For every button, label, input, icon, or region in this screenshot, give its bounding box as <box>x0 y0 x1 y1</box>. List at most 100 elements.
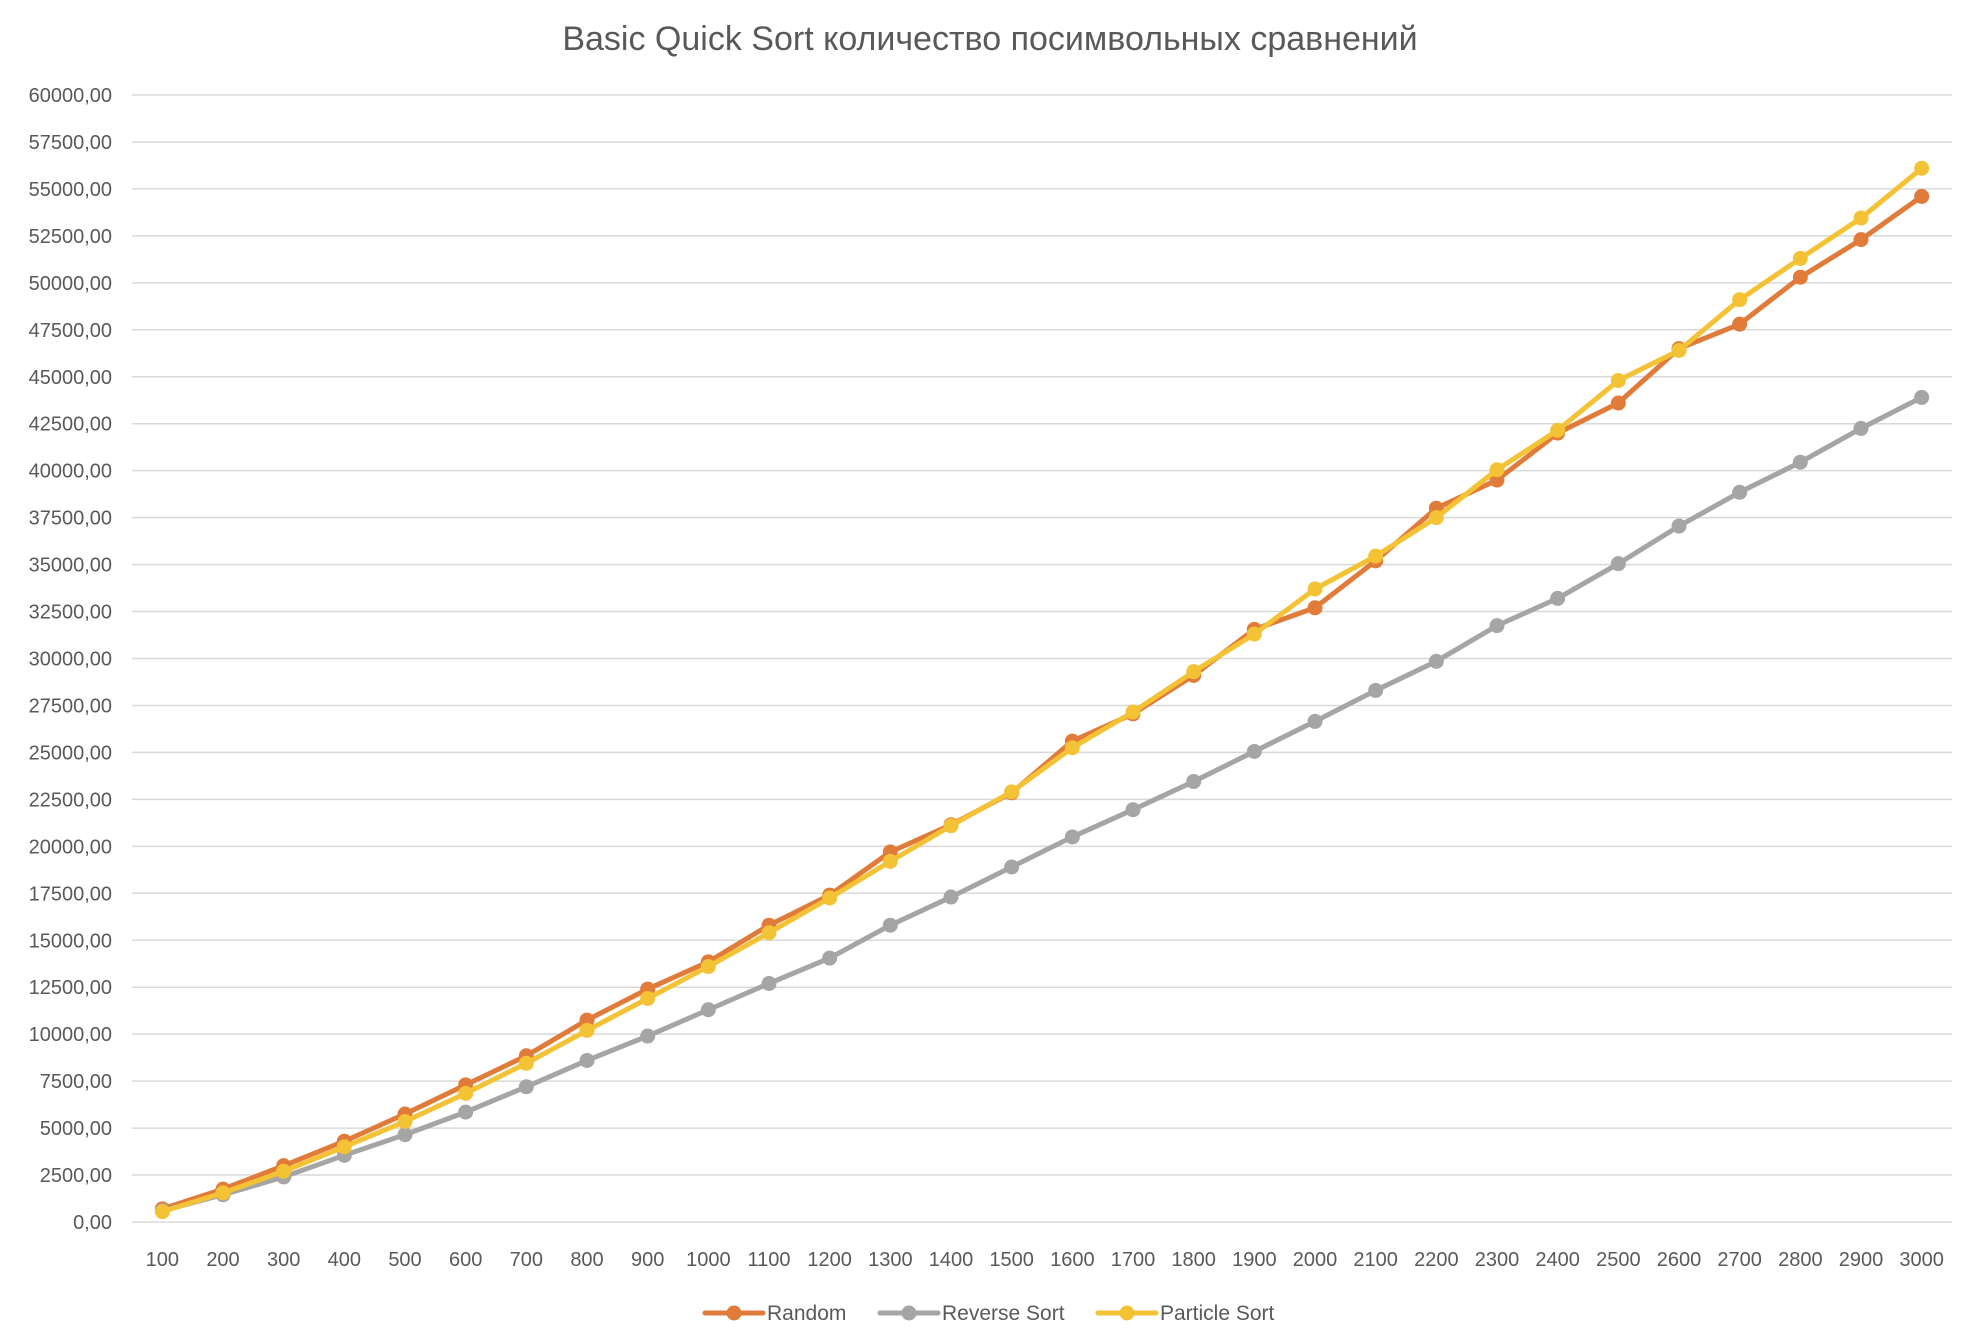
legend-label: Random <box>767 1302 846 1325</box>
x-tick-label: 2000 <box>1293 1249 1338 1271</box>
data-point <box>761 975 777 991</box>
x-tick-label: 2700 <box>1717 1249 1762 1271</box>
grid-layer <box>132 94 1952 1223</box>
x-axis: 100 200 300 400 500 600 700 800 900 1000 1100 1200 1… <box>146 1249 1944 1271</box>
series-line <box>159 394 1925 1214</box>
y-tick-label: 12500,00 <box>29 977 112 999</box>
x-tick-label: 1500 <box>989 1249 1034 1271</box>
y-tick-label: 40000,00 <box>29 461 112 483</box>
data-point <box>1853 232 1869 248</box>
legend-swatch-marker <box>726 1305 742 1321</box>
series-random <box>154 188 1930 1217</box>
legend-swatch-marker <box>901 1305 917 1321</box>
legend-item: Particle Sort <box>1095 1302 1275 1325</box>
data-point <box>1246 743 1262 759</box>
y-tick-label: 37500,00 <box>29 508 112 530</box>
data-point <box>1004 784 1020 800</box>
data-point <box>1246 626 1262 642</box>
data-point <box>700 959 716 975</box>
data-point <box>1550 422 1566 438</box>
data-point <box>1853 210 1869 226</box>
data-point <box>943 818 959 834</box>
x-tick-label: 1800 <box>1171 1249 1216 1271</box>
data-point <box>1489 472 1505 488</box>
data-point <box>1186 774 1202 790</box>
data-point <box>761 925 777 941</box>
data-point <box>215 1185 231 1201</box>
x-tick-label: 1400 <box>929 1249 974 1271</box>
x-tick-label: 2400 <box>1535 1249 1580 1271</box>
x-tick-label: 2900 <box>1839 1249 1884 1271</box>
x-tick-label: 1000 <box>686 1249 731 1271</box>
x-tick-label: 1900 <box>1232 1249 1277 1271</box>
data-point <box>1307 600 1323 616</box>
x-tick-label: 400 <box>328 1249 361 1271</box>
data-point <box>1186 664 1202 680</box>
y-tick-label: 27500,00 <box>29 695 112 717</box>
data-point <box>1792 250 1808 266</box>
y-tick-label: 52500,00 <box>29 226 112 248</box>
data-point <box>943 889 959 905</box>
data-point <box>1610 556 1626 572</box>
y-tick-label: 22500,00 <box>29 789 112 811</box>
x-tick-label: 1200 <box>807 1249 852 1271</box>
data-point <box>822 950 838 966</box>
y-tick-label: 35000,00 <box>29 555 112 577</box>
data-point <box>1792 269 1808 285</box>
x-tick-label: 700 <box>510 1249 543 1271</box>
x-tick-label: 800 <box>570 1249 603 1271</box>
x-tick-label: 1100 <box>747 1249 790 1271</box>
data-point <box>1125 704 1141 720</box>
y-tick-label: 7500,00 <box>40 1071 112 1093</box>
series-particle-sort <box>154 160 1930 1220</box>
data-point <box>882 853 898 869</box>
data-point <box>1004 859 1020 875</box>
data-point <box>1671 518 1687 534</box>
data-point <box>458 1085 474 1101</box>
legend-label: Particle Sort <box>1160 1302 1275 1325</box>
legend-item: Reverse Sort <box>877 1302 1065 1325</box>
data-point <box>1914 160 1930 176</box>
x-tick-label: 600 <box>449 1249 482 1271</box>
data-point <box>1732 484 1748 500</box>
x-tick-label: 500 <box>388 1249 421 1271</box>
x-tick-label: 2600 <box>1657 1249 1702 1271</box>
x-tick-label: 100 <box>146 1249 179 1271</box>
data-point <box>1732 292 1748 308</box>
series-line <box>159 193 1925 1212</box>
data-point <box>640 990 656 1006</box>
data-point <box>1428 510 1444 526</box>
data-point <box>336 1139 352 1155</box>
data-point <box>1064 740 1080 756</box>
x-tick-label: 2300 <box>1475 1249 1520 1271</box>
data-point <box>518 1079 534 1095</box>
data-point <box>822 890 838 906</box>
data-point <box>1914 389 1930 405</box>
data-point <box>640 1028 656 1044</box>
data-point <box>579 1012 595 1028</box>
x-tick-label: 900 <box>631 1249 664 1271</box>
legend-label: Reverse Sort <box>942 1302 1065 1325</box>
data-point <box>1368 682 1384 698</box>
y-tick-label: 57500,00 <box>29 132 112 154</box>
data-point <box>397 1127 413 1143</box>
data-point <box>1853 420 1869 436</box>
data-point <box>1125 802 1141 818</box>
y-axis: 0,00 2500,00 5000,00 7500,00 10000,00 12500,0… <box>29 85 112 1234</box>
data-point <box>518 1055 534 1071</box>
data-point <box>1307 713 1323 729</box>
y-tick-label: 2500,00 <box>40 1165 112 1187</box>
data-point <box>1792 454 1808 470</box>
data-point <box>1489 462 1505 478</box>
x-tick-label: 2500 <box>1596 1249 1641 1271</box>
data-point <box>1064 829 1080 845</box>
data-point <box>276 1163 292 1179</box>
data-point <box>1610 395 1626 411</box>
legend-swatch-marker <box>1119 1305 1135 1321</box>
y-tick-label: 0,00 <box>73 1212 112 1234</box>
legend-item: Random <box>702 1302 846 1325</box>
x-tick-label: 1700 <box>1111 1249 1156 1271</box>
series-reverse-sort <box>154 389 1930 1219</box>
data-point <box>1368 548 1384 564</box>
